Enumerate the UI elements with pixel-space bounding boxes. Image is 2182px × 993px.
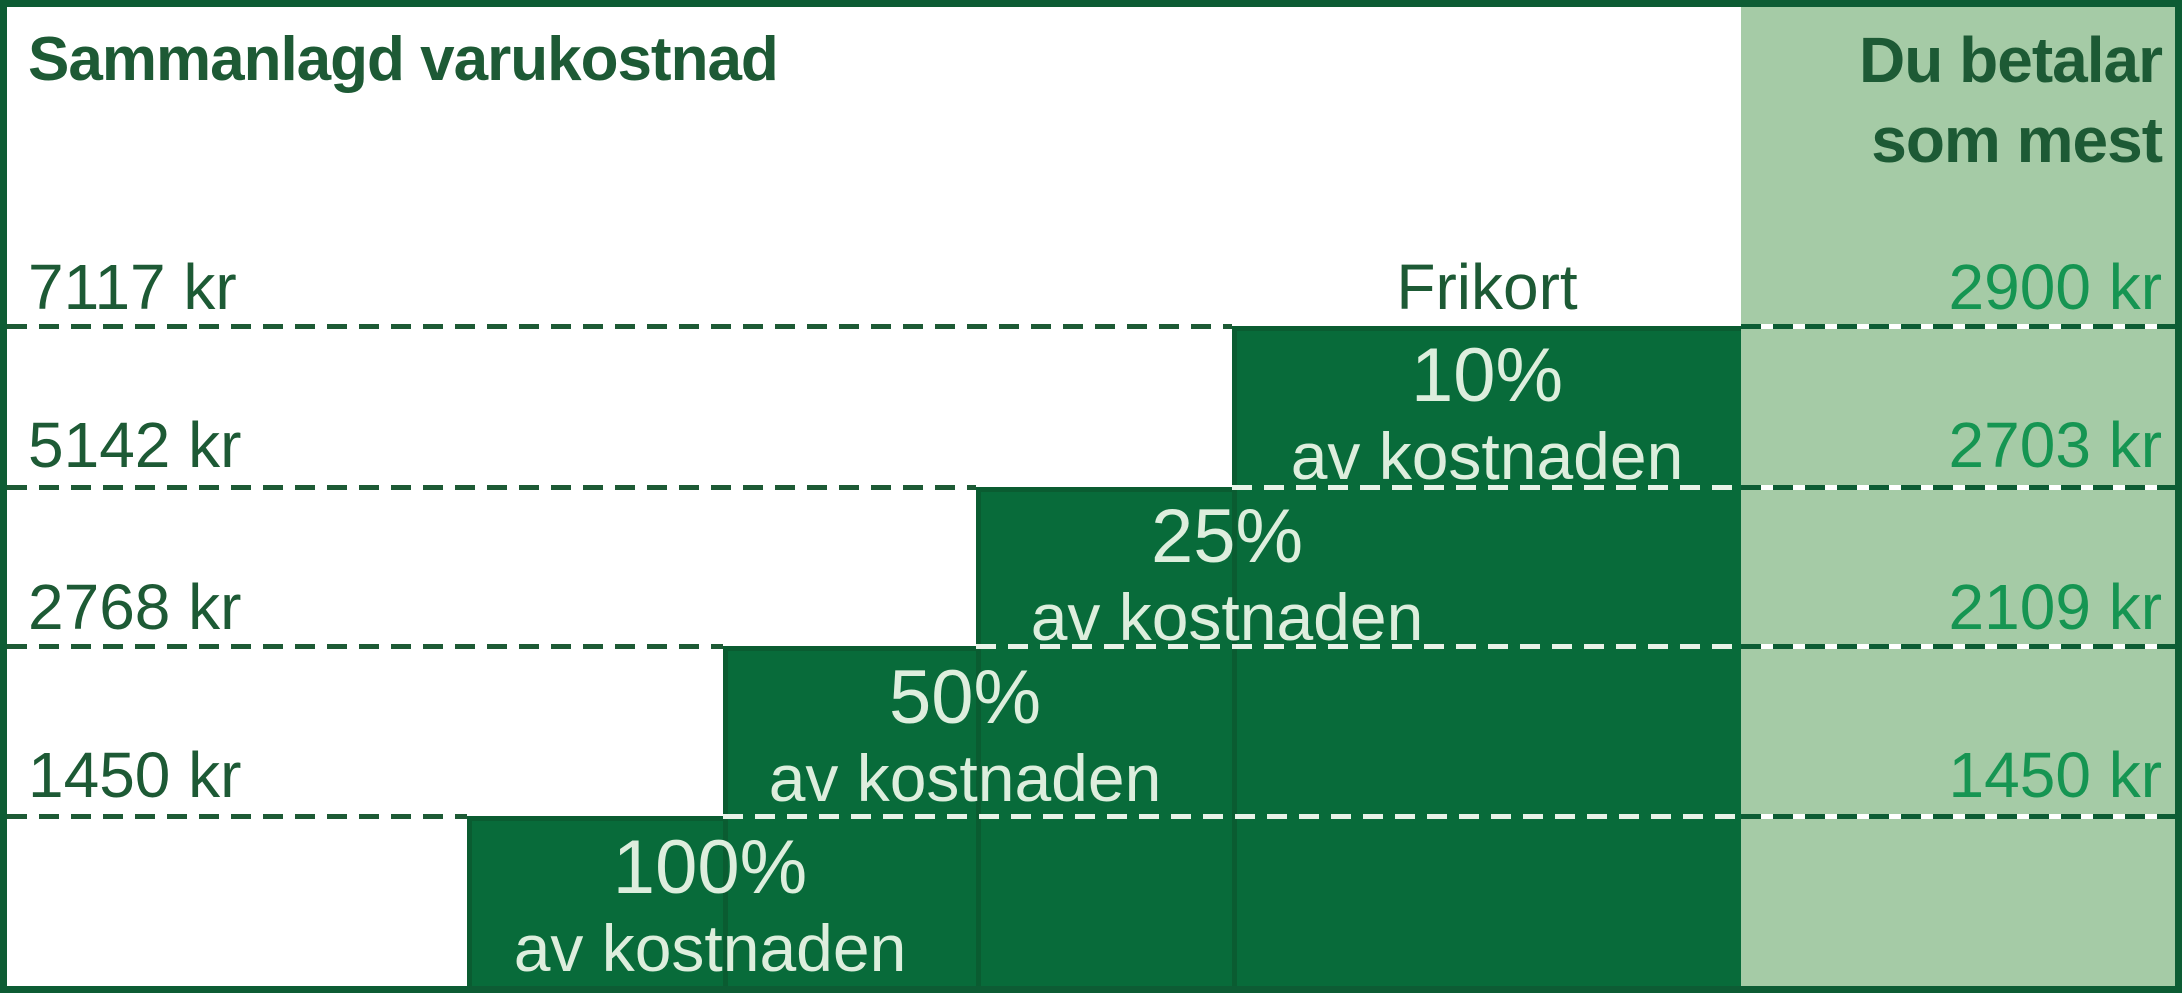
dashline-1450-band	[1741, 814, 2175, 819]
dashline-2768-band	[1741, 644, 2175, 649]
max-pay-header-line1: Du betalar	[1859, 24, 2163, 96]
step-sub-10: av kostnaden	[1290, 419, 1684, 493]
step-pct-100: 100%	[612, 825, 808, 910]
threshold-value-1450: 1450 kr	[28, 739, 242, 811]
threshold-value-2768: 2768 kr	[28, 571, 242, 643]
step-label-10pct: 10% av kostnaden	[1291, 334, 1684, 494]
threshold-value-7117: 7117 kr	[28, 251, 237, 323]
dashline-1450-dark	[723, 814, 1741, 819]
max-pay-value-2703: 2703 kr	[1948, 409, 2162, 481]
step-sub-50: av kostnaden	[768, 741, 1162, 815]
max-pay-header-line2: som mest	[1871, 104, 2163, 176]
dashline-2768-dark	[976, 644, 1741, 649]
max-pay-column-background	[1741, 0, 2182, 993]
max-pay-value-2109: 2109 kr	[1948, 571, 2162, 643]
step-block-10pct	[1232, 326, 1741, 986]
step-sub-100: av kostnaden	[513, 911, 907, 985]
threshold-value-5142: 5142 kr	[28, 409, 242, 481]
step-label-50pct: 50% av kostnaden	[769, 656, 1162, 816]
dashline-7117-left	[7, 324, 1232, 329]
dashline-5142-left	[7, 485, 976, 490]
step-pct-25: 25%	[1150, 494, 1304, 579]
max-pay-value-1450: 1450 kr	[1948, 739, 2162, 811]
max-pay-value-2900: 2900 kr	[1948, 251, 2162, 323]
dashline-2768-left	[7, 644, 723, 649]
dashline-5142-band	[1741, 485, 2175, 490]
step-label-25pct: 25% av kostnaden	[1031, 495, 1424, 655]
step-block-25pct	[976, 487, 1232, 986]
dashline-7117-band	[1741, 324, 2175, 329]
step-pct-10: 10%	[1410, 333, 1564, 418]
step-block-100pct	[467, 816, 723, 986]
step-sub-25: av kostnaden	[1030, 580, 1424, 654]
page-title: Sammanlagd varukostnad	[28, 25, 779, 94]
step-label-100pct: 100% av kostnaden	[514, 826, 907, 986]
dashline-1450-left	[7, 814, 467, 819]
step-pct-50: 50%	[888, 655, 1042, 740]
dashline-5142-dark	[1232, 485, 1741, 490]
max-pay-column-header: Du betalar som mest	[1752, 20, 2163, 180]
frikort-label: Frikort	[1396, 251, 1578, 323]
